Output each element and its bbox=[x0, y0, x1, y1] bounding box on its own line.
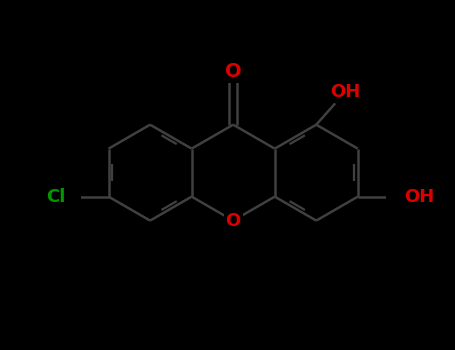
Text: O: O bbox=[225, 62, 242, 81]
Text: Cl: Cl bbox=[46, 188, 65, 206]
Text: O: O bbox=[226, 212, 241, 230]
Text: OH: OH bbox=[404, 188, 434, 206]
Text: OH: OH bbox=[330, 83, 360, 101]
